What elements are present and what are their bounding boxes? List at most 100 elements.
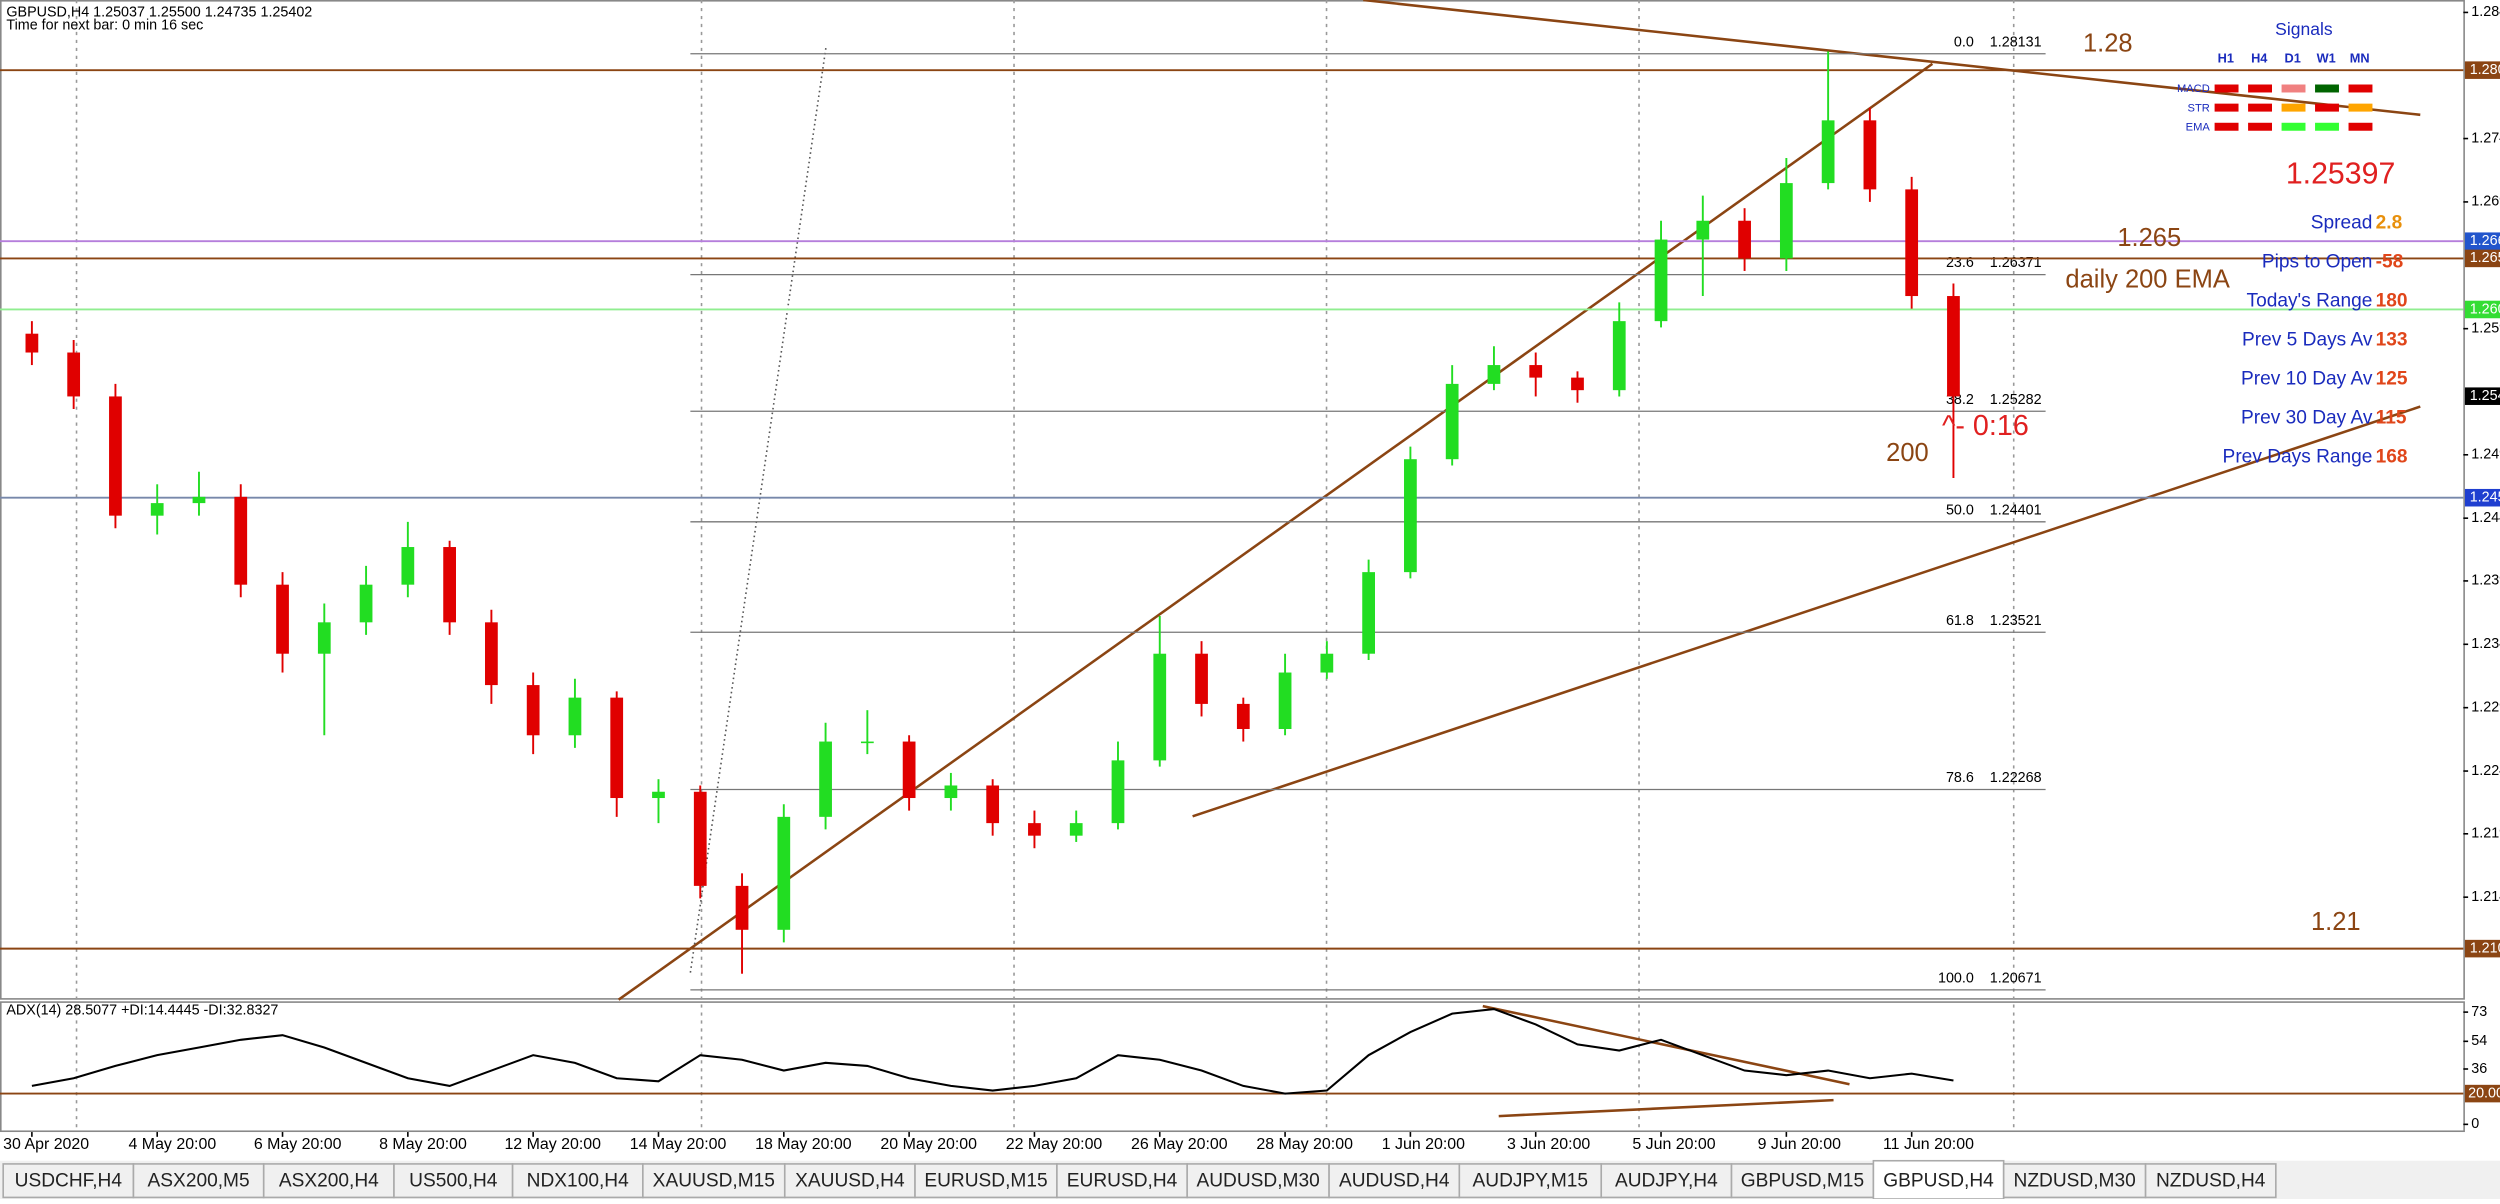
candle-body — [150, 503, 164, 516]
candle-body — [819, 741, 832, 817]
price-label-box — [2464, 488, 2500, 507]
x-tick-label: 8 May 20:00 — [379, 1136, 467, 1153]
stat-value: 2.8 — [2376, 212, 2403, 233]
tab[interactable] — [1730, 1163, 1875, 1199]
tab-label[interactable]: AUDUSD,H4 — [1339, 1171, 1450, 1192]
tab-label[interactable]: AUDUSD,M30 — [1196, 1171, 1319, 1192]
tab[interactable] — [1872, 1159, 2005, 1200]
y-tick-label: 36 — [2471, 1061, 2487, 1077]
tab[interactable] — [1458, 1163, 1603, 1199]
tab-label[interactable]: USDCHF,H4 — [15, 1171, 123, 1192]
stat-label: Prev Days Range — [2223, 447, 2373, 468]
adx-frame — [0, 1001, 2465, 1133]
y-tick-label: 0 — [2471, 1116, 2479, 1132]
x-tick-label: 6 May 20:00 — [254, 1136, 342, 1153]
price-label-box — [2464, 61, 2500, 79]
tab-label[interactable]: XAUUSD,H4 — [795, 1171, 905, 1192]
fibo-ratio: 61.8 — [1946, 613, 1974, 629]
tab-label[interactable]: GBPUSD,M15 — [1741, 1171, 1864, 1192]
y-tick-label: 1.21410 — [2471, 889, 2500, 905]
candle-body — [1320, 653, 1334, 673]
tab-label[interactable]: NZDUSD,M30 — [2014, 1171, 2136, 1192]
signal-cell — [2214, 122, 2239, 131]
tab[interactable] — [914, 1163, 1058, 1199]
tab[interactable] — [2002, 1163, 2147, 1199]
x-tick-label: 11 Jun 20:00 — [1883, 1136, 1974, 1153]
fibo-price: 1.24401 — [1990, 502, 2042, 518]
y-tick-label: 1.27455 — [2471, 130, 2500, 146]
annotation: 200 — [1886, 439, 1929, 467]
tab-label[interactable]: NZDUSD,H4 — [2156, 1171, 2266, 1192]
candle-body — [735, 885, 749, 930]
stat-value: -58 — [2376, 251, 2404, 272]
candle-body — [1153, 653, 1167, 761]
signal-cell — [2348, 84, 2373, 93]
fibo-price: 1.22268 — [1990, 770, 2042, 786]
y-tick-label: 1.24430 — [2471, 510, 2500, 526]
signal-cell — [2248, 84, 2273, 93]
x-tick-label: 9 Jun 20:00 — [1758, 1136, 1841, 1153]
y-tick-label: 1.24935 — [2471, 447, 2500, 463]
tab-label[interactable]: EURUSD,H4 — [1067, 1171, 1178, 1192]
fibo-price: 1.28131 — [1990, 34, 2042, 50]
signal-cell — [2214, 84, 2239, 93]
tab-label[interactable]: EURUSD,M15 — [924, 1171, 1047, 1192]
signals-column: H1 — [2218, 50, 2234, 65]
current-price: 1.25397 — [2286, 157, 2395, 190]
x-tick-label: 5 Jun 20:00 — [1632, 1136, 1715, 1153]
tab-label[interactable]: GBPUSD,H4 — [1883, 1171, 1994, 1192]
y-tick-label: 1.25940 — [2471, 320, 2500, 336]
candle-body — [777, 816, 791, 930]
candle-body — [568, 697, 582, 736]
tab-label[interactable]: AUDJPY,H4 — [1615, 1171, 1718, 1192]
candle-body — [1863, 120, 1877, 190]
tab-label[interactable]: US500,H4 — [409, 1171, 498, 1192]
candle-body — [1738, 220, 1751, 259]
x-tick-label: 30 Apr 2020 — [3, 1136, 89, 1153]
tab[interactable] — [2, 1163, 135, 1199]
signal-cell — [2315, 84, 2339, 93]
tab[interactable] — [1186, 1163, 1330, 1199]
fibo-ratio: 78.6 — [1946, 770, 1974, 786]
candle-body — [1905, 189, 1919, 297]
price-label: 1.26093 — [2470, 301, 2500, 317]
candle-body — [610, 697, 624, 799]
tab-label[interactable]: ASX200,M5 — [148, 1171, 250, 1192]
tab-label[interactable]: AUDJPY,M15 — [1473, 1171, 1589, 1192]
x-tick-label: 20 May 20:00 — [880, 1136, 977, 1153]
stat-label: Prev 30 Day Av — [2241, 408, 2373, 429]
y-tick-label: 1.23425 — [2471, 636, 2500, 652]
candle-body — [443, 547, 456, 623]
price-label-box — [2464, 387, 2500, 405]
stat-label: Pips to Open — [2262, 251, 2373, 272]
x-tick-label: 28 May 20:00 — [1256, 1136, 1353, 1153]
tab[interactable] — [1056, 1163, 1188, 1199]
candle-body — [1111, 760, 1125, 824]
tab-label[interactable]: ASX200,H4 — [279, 1171, 379, 1192]
tab-label[interactable]: NDX100,H4 — [527, 1171, 629, 1192]
signals-row: EMA — [2186, 122, 2211, 134]
tab[interactable] — [642, 1163, 786, 1199]
level-label: 20.0000 — [2468, 1085, 2500, 1101]
x-tick-label: 22 May 20:00 — [1006, 1136, 1103, 1153]
stat-label: Prev 5 Days Av — [2242, 329, 2373, 350]
signals-column: H4 — [2251, 50, 2268, 65]
tab[interactable] — [132, 1163, 265, 1199]
timer: Time for next bar: 0 min 16 sec — [6, 17, 203, 33]
candle-body — [401, 547, 415, 585]
tab[interactable] — [393, 1163, 514, 1199]
tab[interactable] — [2144, 1163, 2277, 1199]
annotation: 1.28 — [2083, 29, 2133, 57]
candle-body — [860, 741, 874, 744]
price-label: 1.26637 — [2470, 233, 2500, 249]
tab-label[interactable]: XAUUSD,M15 — [653, 1171, 775, 1192]
candle-body — [1571, 377, 1584, 391]
annotation: 1.21 — [2311, 908, 2361, 936]
candle-body — [1445, 383, 1459, 460]
signals-column: W1 — [2317, 50, 2336, 65]
price-label: 1.21000 — [2470, 940, 2500, 956]
y-tick-label: 1.23930 — [2471, 573, 2500, 589]
x-tick-label: 12 May 20:00 — [504, 1136, 601, 1153]
annotation: 1.265 — [2117, 224, 2181, 252]
